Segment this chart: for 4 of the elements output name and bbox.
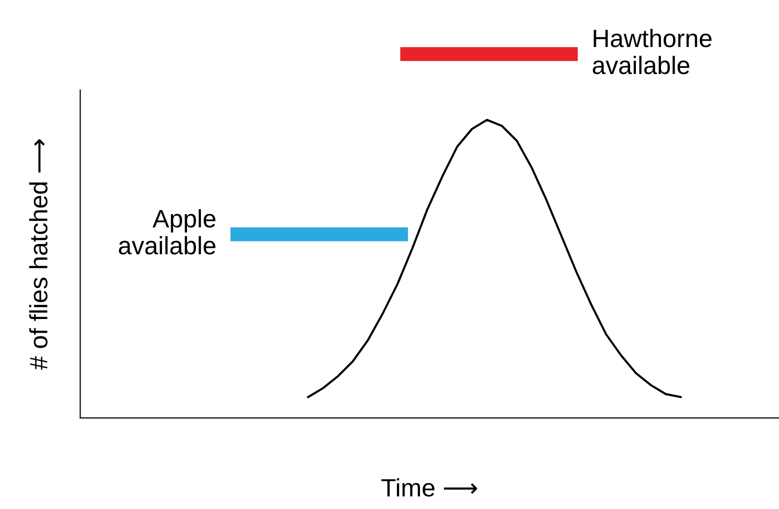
x-axis-title: Time ⟶: [381, 478, 478, 497]
text: Hawthorne available: [592, 28, 712, 74]
y-axis-title: # of flies hatched ⟶: [29, 139, 48, 370]
annotation: Apple available: [118, 209, 216, 254]
